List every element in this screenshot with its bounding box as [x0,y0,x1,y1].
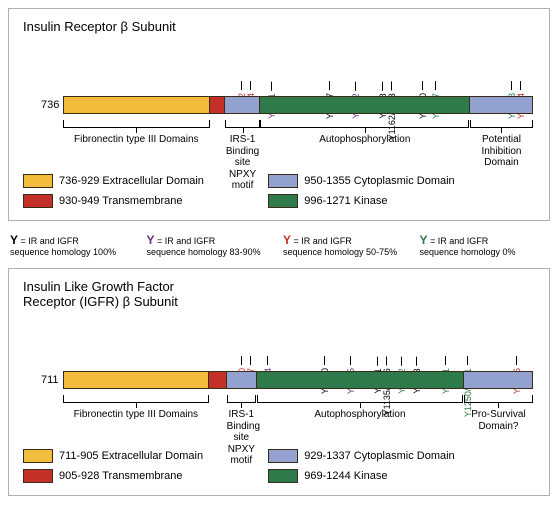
homology-key: Y = IR and IGFRsequence homology 100% Y … [10,233,548,258]
panel-title: Insulin Like Growth FactorReceptor (IGFR… [23,279,535,309]
homology-text: = IR and IGFRsequence homology 100% [10,236,116,257]
legend-label: 929-1337 Cytoplasmic Domain [304,450,454,462]
homology-text: = IR and IGFRsequence homology 83-90% [147,236,261,257]
bracket-label: Autophosphorylation [257,409,463,421]
legend-label: 950-1355 Cytoplasmic Domain [304,175,454,187]
region-bracket: IRS-1Binding siteNPXY motif [225,120,259,192]
legend-item: 996-1271 Kinase [268,194,493,208]
domain-segment [210,96,225,114]
y-glyph: Y [10,233,18,247]
y-glyph: Y [420,233,428,247]
legend-label: 969-1244 Kinase [304,470,387,482]
domain-segment [63,371,209,389]
legend-item: 950-1355 Cytoplasmic Domain [268,174,493,188]
igfr-panel: Insulin Like Growth FactorReceptor (IGFR… [8,268,550,496]
domain-legend: 736-929 Extracellular Domain 950-1355 Cy… [23,174,535,208]
legend-swatch [268,449,298,463]
legend-item: 930-949 Transmembrane [23,194,248,208]
homology-text: = IR and IGFRsequence homology 0% [420,236,516,257]
bracket-label: Fibronectin type III Domains [63,409,209,421]
bracket-label: PotentialInhibitionDomain [470,134,533,169]
legend-swatch [23,469,53,483]
legend-swatch [268,194,298,208]
legend-label: 711-905 Extracellular Domain [59,450,203,462]
domain-segment [464,371,533,389]
domain-segment [470,96,533,114]
domain-segment [227,371,257,389]
legend-label: 905-928 Transmembrane [59,470,183,482]
legend-label: 930-949 Transmembrane [59,195,183,207]
legend-item: 736-929 Extracellular Domain [23,174,248,188]
legend-item: 905-928 Transmembrane [23,469,248,483]
y-glyph: Y [147,233,155,247]
panel-title: Insulin Receptor β Subunit [23,19,535,34]
legend-item: 969-1244 Kinase [268,469,493,483]
homology-key-item: Y = IR and IGFRsequence homology 100% [10,233,139,258]
legend-swatch [268,174,298,188]
bracket-label: Fibronectin type III Domains [63,134,210,146]
legend-swatch [23,449,53,463]
region-bracket: Pro-SurvivalDomain? [464,395,533,432]
start-label: 711 [41,374,59,386]
legend-item: 711-905 Extracellular Domain [23,449,248,463]
legend-swatch [23,174,53,188]
y-glyph: Y [283,233,291,247]
homology-key-item: Y = IR and IGFRsequence homology 0% [420,233,549,258]
domain-segment [257,371,464,389]
bracket-label: Autophosphorylation [260,134,469,146]
domain-segment [63,96,210,114]
domain-segment [260,96,470,114]
homology-key-item: Y = IR and IGFRsequence homology 83-90% [147,233,276,258]
legend-swatch [23,194,53,208]
legend-swatch [268,469,298,483]
domain-legend: 711-905 Extracellular Domain 929-1337 Cy… [23,449,535,483]
homology-key-item: Y = IR and IGFRsequence homology 50-75% [283,233,412,258]
insulin-receptor-panel: Insulin Receptor β Subunit 7361355Y972Y98… [8,8,550,221]
legend-label: 736-929 Extracellular Domain [59,175,204,187]
start-label: 736 [41,99,59,111]
region-bracket: Fibronectin type III Domains [63,120,210,146]
region-bracket: IRS-1Binding siteNPXY motif [227,395,256,467]
region-bracket: Autophosphorylation [257,395,463,421]
legend-label: 996-1271 Kinase [304,195,387,207]
region-bracket: PotentialInhibitionDomain [470,120,533,169]
homology-text: = IR and IGFRsequence homology 50-75% [283,236,397,257]
region-bracket: Autophosphorylation [260,120,469,146]
legend-item: 929-1337 Cytoplasmic Domain [268,449,493,463]
domain-bar: 7361355Y972Y984Y1011Y1087Y1122Y1158Y1162… [41,84,517,118]
bracket-label: Pro-SurvivalDomain? [464,409,533,432]
domain-segment [209,371,227,389]
bracket-label: IRS-1Binding siteNPXY motif [227,409,256,467]
domain-segment [225,96,260,114]
region-bracket: Fibronectin type III Domains [63,395,209,421]
bracket-label: IRS-1Binding siteNPXY motif [225,134,259,192]
domain-bar: 7111337Y950Y957Y984Y1060Y1095Y1131Y1135/… [41,359,517,393]
